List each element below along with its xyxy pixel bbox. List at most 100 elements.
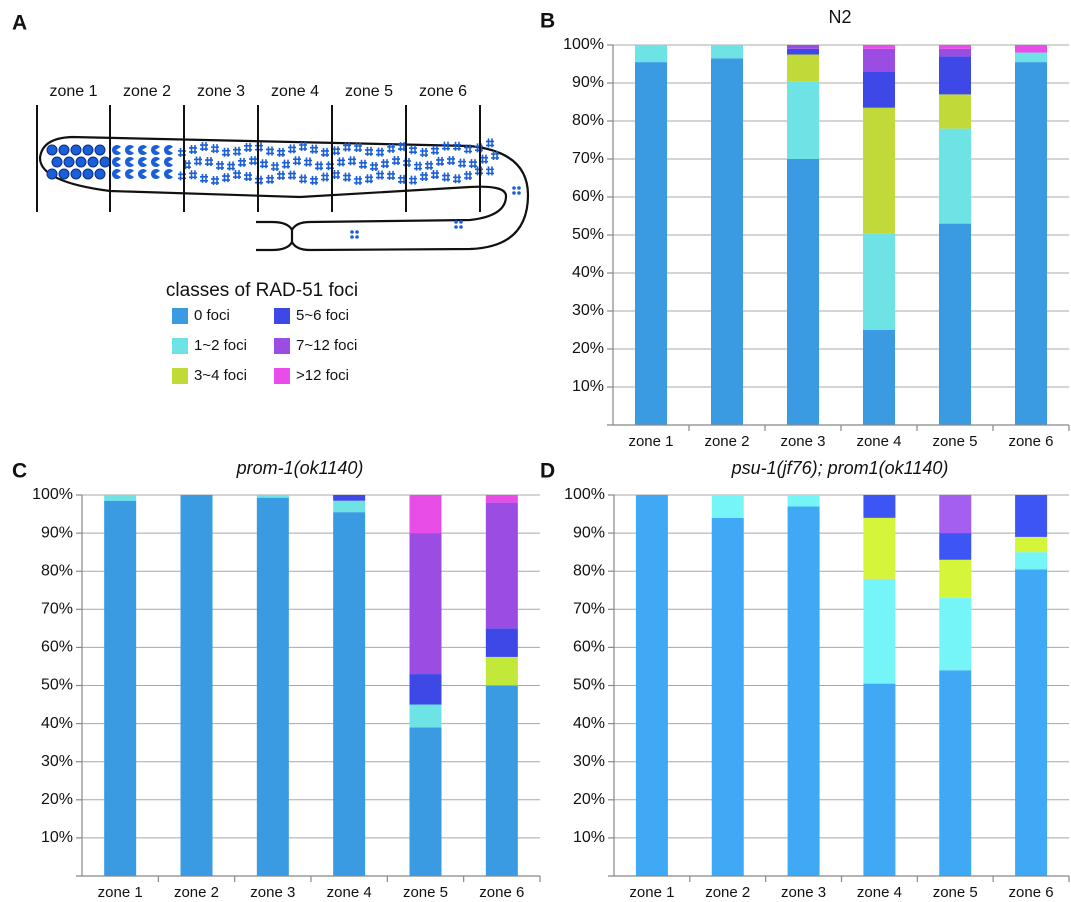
y-tick-label: 30% — [572, 302, 604, 319]
nucleus — [442, 141, 450, 151]
x-tick-label: zone 1 — [628, 433, 673, 450]
nucleus — [354, 175, 362, 185]
bar-segment — [863, 107, 895, 234]
x-tick-label: zone 1 — [629, 884, 674, 901]
nucleus — [469, 159, 477, 169]
y-tick-label: 90% — [573, 524, 605, 541]
nucleus — [94, 144, 106, 156]
legend-label: 0 foci — [194, 307, 230, 324]
bar-segment — [711, 45, 743, 59]
bar-segment — [333, 500, 366, 513]
nucleus — [381, 159, 389, 169]
nucleus — [365, 174, 373, 184]
bar-segment — [1015, 569, 1048, 876]
bar-segment — [939, 495, 972, 534]
x-tick-label: zone 4 — [857, 884, 902, 901]
zone-label: zone 2 — [123, 83, 171, 100]
bar-segment — [1015, 45, 1047, 53]
nucleus — [398, 174, 406, 184]
bar-segment — [485, 628, 518, 657]
nucleus — [491, 151, 499, 160]
nucleus — [75, 156, 87, 168]
bar-segment — [409, 674, 442, 705]
x-tick-label: zone 3 — [781, 884, 826, 901]
legend-swatch — [172, 338, 188, 354]
nucleus — [277, 170, 285, 180]
nucleus — [151, 169, 160, 180]
nucleus — [222, 173, 230, 183]
x-tick-label: zone 4 — [856, 433, 901, 450]
nucleus — [222, 147, 230, 157]
nucleus — [480, 154, 488, 164]
bar-segment — [333, 495, 366, 501]
nucleus — [376, 170, 384, 180]
bar-segment — [787, 54, 819, 82]
legend-label: >12 foci — [296, 367, 349, 384]
bar-segment — [787, 506, 820, 876]
legend-swatch — [172, 308, 188, 324]
bar-segment — [939, 670, 972, 876]
nucleus — [343, 172, 351, 182]
x-tick-label: zone 2 — [174, 884, 219, 901]
bar-segment — [409, 727, 442, 876]
y-tick-label: 10% — [41, 829, 73, 846]
nucleus — [387, 143, 395, 153]
x-tick-label: zone 2 — [704, 433, 749, 450]
nucleus — [337, 157, 345, 167]
nucleus — [326, 161, 334, 171]
nucleus — [464, 144, 472, 154]
nucleus — [125, 169, 134, 180]
y-tick-label: 20% — [573, 791, 605, 808]
nucleus — [355, 235, 359, 239]
nucleus — [94, 168, 106, 180]
bar-segment — [180, 495, 213, 876]
nucleus — [420, 147, 428, 157]
panel-label: A — [12, 12, 27, 35]
bar-segment — [787, 495, 820, 507]
nucleus — [137, 157, 147, 168]
legend-label: 7~12 foci — [296, 337, 357, 354]
bar-segment — [787, 45, 819, 49]
bar-segment — [863, 517, 896, 579]
y-tick-label: 100% — [563, 36, 604, 53]
bar-segment — [104, 495, 137, 501]
chart-title: N2 — [828, 7, 851, 27]
nucleus — [150, 157, 160, 168]
nucleus — [277, 147, 285, 157]
nucleus — [189, 144, 197, 154]
y-tick-label: 30% — [573, 753, 605, 770]
nucleus — [354, 143, 362, 153]
nucleus — [459, 220, 463, 224]
nucleus — [244, 172, 252, 182]
nucleus — [392, 156, 400, 166]
nucleus — [332, 146, 340, 156]
bar-segment — [939, 56, 971, 95]
bar-segment — [863, 330, 895, 425]
nucleus — [63, 156, 75, 168]
nucleus — [178, 147, 186, 157]
bar-segment — [635, 62, 667, 425]
zone-label: zone 3 — [197, 83, 245, 100]
nucleus — [486, 166, 494, 176]
nucleus — [125, 157, 134, 168]
y-tick-label: 90% — [41, 524, 73, 541]
nucleus — [355, 230, 359, 234]
nucleus — [447, 155, 455, 165]
nucleus — [51, 156, 63, 168]
bar-segment — [863, 233, 895, 330]
x-tick-label: zone 2 — [705, 884, 750, 901]
nucleus — [348, 156, 356, 166]
bar-segment — [256, 495, 289, 498]
nucleus — [194, 156, 202, 166]
nucleus — [112, 145, 121, 155]
y-tick-label: 70% — [572, 150, 604, 167]
bar-segment — [787, 81, 819, 159]
nucleus — [436, 156, 444, 166]
y-tick-label: 40% — [572, 264, 604, 281]
panel-label: C — [12, 460, 27, 483]
legend-swatch — [274, 308, 290, 324]
zone-label: zone 4 — [271, 83, 319, 100]
x-tick-label: zone 5 — [933, 884, 978, 901]
bar-segment — [711, 495, 744, 518]
nucleus — [82, 144, 94, 156]
